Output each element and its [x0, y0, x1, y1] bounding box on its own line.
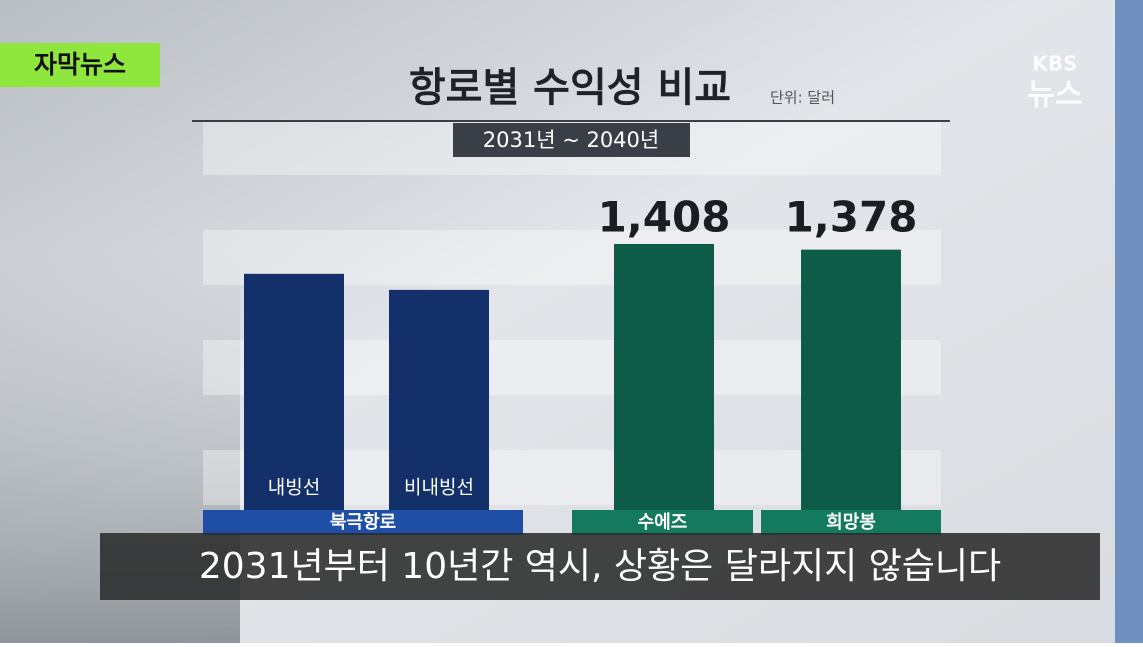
- group-label: 희망봉: [826, 512, 876, 533]
- category-label: 내빙선: [268, 477, 320, 499]
- group-bar: [203, 510, 523, 535]
- bar: [389, 289, 489, 510]
- group-label: 수에즈: [638, 512, 688, 533]
- plot: 내빙선 비내빙선 1,408 1,378 북극항로 수에즈 희망봉: [203, 193, 941, 535]
- caption: 2031년부터 10년간 역시, 상황은 달라지지 않습니다: [199, 546, 1001, 587]
- unit: 단위: 달러: [770, 89, 835, 107]
- category-label: 비내빙선: [404, 477, 474, 499]
- period: 2031년 ~ 2040년: [483, 128, 659, 152]
- bar: [244, 273, 344, 510]
- side-strip: [1115, 0, 1143, 643]
- period-box: [453, 123, 690, 157]
- caption-box: [100, 533, 1100, 600]
- value-label: 1,378: [785, 193, 918, 242]
- badge: 자막뉴스: [34, 50, 126, 79]
- group-bar: [572, 510, 753, 535]
- logo-top: KBS: [1032, 52, 1077, 76]
- value-label: 1,408: [598, 193, 731, 242]
- bar: [801, 249, 901, 511]
- logo-bottom: 뉴스: [1027, 78, 1082, 113]
- group-label: 북극항로: [330, 512, 396, 533]
- bar: [614, 243, 714, 510]
- badge-box: [0, 43, 160, 87]
- chart-title: 항로별 수익성 비교: [409, 65, 731, 111]
- group-bar: [761, 510, 941, 535]
